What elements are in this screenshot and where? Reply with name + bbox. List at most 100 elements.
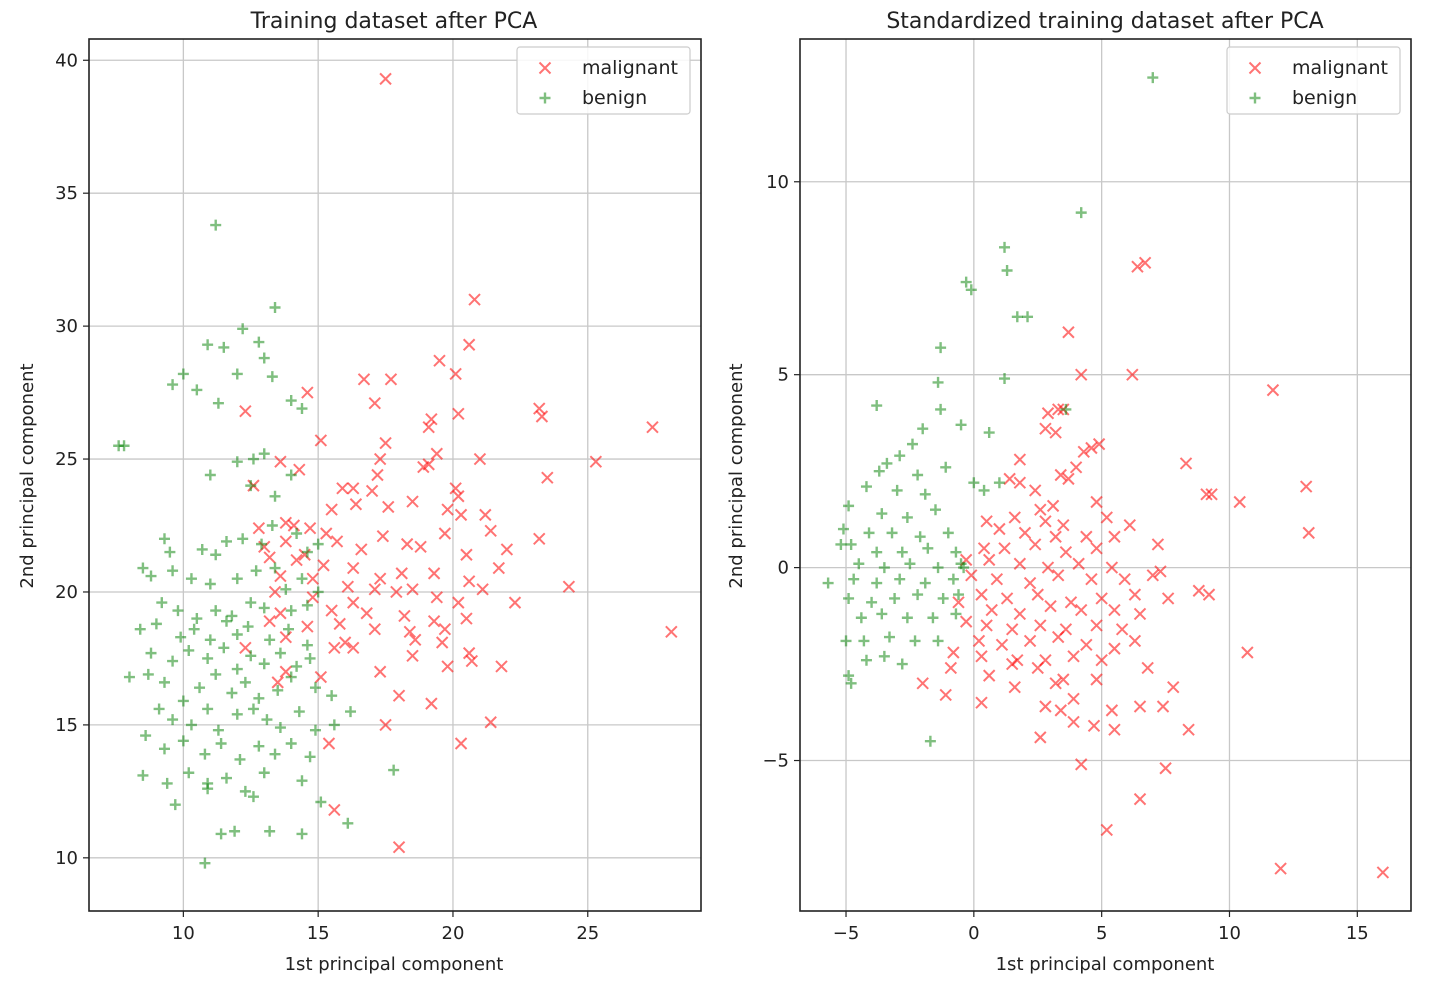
right-benign-point: [983, 427, 995, 439]
right-malignant-point: [944, 661, 958, 675]
left-benign-point: [212, 397, 224, 409]
right-benign-point: [840, 635, 852, 647]
left-benign-point: [304, 652, 316, 664]
right-malignant-point: [1005, 657, 1019, 671]
left-malignant-point: [427, 567, 441, 580]
left-y-tick-label: 35: [55, 183, 78, 204]
left-legend-benign-marker: [539, 92, 551, 104]
left-benign-point: [239, 676, 251, 688]
left-benign-point: [237, 533, 249, 545]
right-malignant-point: [1200, 488, 1213, 501]
left-malignant-point: [341, 580, 355, 593]
left-benign-point: [245, 597, 257, 609]
right-legend-box: [1226, 46, 1401, 115]
right-malignant-point: [1067, 650, 1080, 663]
left-malignant-point: [508, 596, 522, 609]
right-malignant-point: [1005, 623, 1019, 636]
right-benign-point: [935, 403, 947, 415]
right-benign-point: [912, 469, 924, 481]
right-benign-point: [906, 438, 918, 450]
right-benign-point: [837, 523, 849, 535]
right-malignant-point: [1233, 495, 1246, 509]
left-malignant-point: [382, 500, 395, 514]
right-benign-point: [891, 484, 903, 496]
right-benign-point: [999, 241, 1011, 253]
left-legend-malignant-label: malignant: [582, 57, 678, 79]
right-x-tick-label: 15: [1346, 923, 1369, 944]
left-malignant-point: [441, 660, 454, 673]
left-benign-point: [118, 440, 130, 452]
right-malignant-point: [1028, 484, 1042, 497]
right-benign-point: [855, 612, 867, 624]
right-benign-point: [878, 650, 890, 662]
left-benign-point: [177, 735, 189, 747]
right-malignant-point: [1057, 518, 1070, 532]
right-scatter-panel: Standardized training dataset after PCA …: [726, 9, 1412, 975]
right-malignant-point: [1052, 569, 1065, 582]
left-malignant-point: [303, 521, 317, 535]
right-benign-point: [871, 400, 883, 412]
left-benign-point: [153, 703, 165, 715]
right-malignant-point: [1049, 677, 1062, 690]
left-malignant-point: [454, 737, 468, 750]
right-malignant-point: [1299, 480, 1313, 493]
left-malignant-point: [460, 612, 473, 625]
right-malignant-point: [1095, 653, 1108, 667]
right-benign-point: [845, 677, 857, 689]
left-benign-point: [226, 687, 238, 699]
left-malignant-point: [368, 622, 381, 636]
right-benign-point: [947, 573, 959, 585]
right-malignant-point: [1205, 488, 1218, 501]
left-y-tick-label: 20: [55, 582, 78, 603]
right-malignant-point: [1266, 383, 1280, 397]
right-legend-benign-symbol: [1249, 92, 1261, 104]
left-malignant-point: [449, 367, 462, 381]
left-benign-point: [204, 578, 216, 590]
right-y-tick-label: 0: [778, 558, 789, 579]
left-benign-point: [269, 562, 281, 574]
left-malignant-point: [492, 561, 506, 575]
right-malignant-point: [1049, 426, 1062, 439]
right-malignant-point: [990, 572, 1004, 586]
right-malignant-point: [975, 650, 988, 663]
right-benign-point: [866, 596, 878, 608]
right-malignant-point: [995, 638, 1009, 651]
right-malignant-point: [1057, 673, 1070, 686]
left-x-tick-label: 20: [442, 923, 465, 944]
right-ticks: −5 0 5 10 15 −5 0 5 10: [762, 172, 1368, 944]
left-benign-point: [296, 403, 308, 415]
right-malignant-point: [965, 569, 978, 582]
right-malignant-point: [1090, 495, 1103, 509]
right-malignant-point: [1108, 723, 1121, 736]
right-malignant-point: [1034, 503, 1047, 516]
left-y-tick-label: 15: [55, 715, 78, 736]
left-malignant-point: [646, 420, 659, 434]
left-benign-point: [202, 339, 214, 351]
left-benign-point: [204, 634, 216, 646]
right-malignant-point: [1302, 526, 1315, 540]
right-benign-point: [1022, 311, 1034, 323]
left-benign-point: [231, 368, 243, 380]
right-benign-point: [904, 558, 916, 570]
right-legend-benign-label: benign: [1292, 87, 1357, 109]
left-benign-point: [237, 323, 249, 335]
right-malignant-point: [980, 515, 993, 528]
right-malignant-point: [1013, 476, 1027, 489]
right-malignant-point: [1013, 557, 1027, 570]
right-malignant-point: [1274, 862, 1287, 875]
left-legend-box: [516, 46, 691, 115]
right-benign-point: [953, 589, 965, 601]
right-x-tick-label: 10: [1218, 923, 1241, 944]
left-malignant-point: [541, 471, 554, 484]
right-malignant-point: [1241, 646, 1254, 659]
left-benign-point: [342, 817, 354, 829]
right-benign-point: [878, 562, 890, 574]
right-legend: malignant benign: [1226, 46, 1401, 115]
left-plot-frame: [88, 38, 702, 912]
left-benign-point: [293, 706, 305, 718]
right-malignant-point: [998, 542, 1011, 555]
right-malignant-point: [1023, 634, 1037, 648]
left-malignant-point: [403, 625, 417, 639]
right-grid: [800, 39, 1411, 911]
right-malignant-point: [1138, 256, 1152, 269]
